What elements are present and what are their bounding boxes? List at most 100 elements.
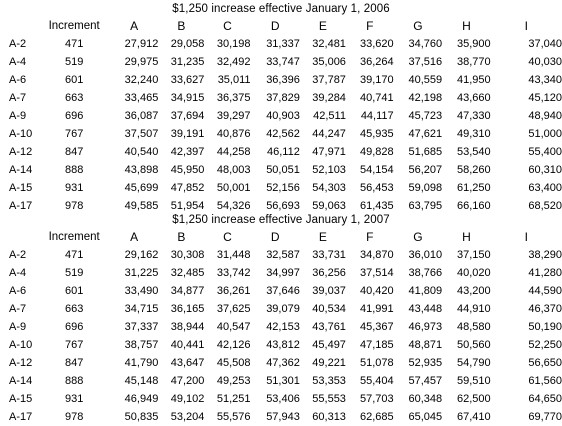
salary-value: 50,560 (457, 339, 491, 351)
salary-value: 61,560 (528, 375, 562, 387)
salary-value: 54,154 (359, 164, 394, 176)
salary-value: 48,940 (528, 110, 562, 122)
salary-value: 37,694 (170, 110, 205, 122)
salary-value: 29,975 (124, 56, 159, 68)
grade-label: A-4 (9, 56, 27, 68)
salary-value: 43,761 (312, 321, 346, 333)
table-row: A-12 847 41,790 43,647 45,508 47,362 49,221 51,… (0, 354, 562, 372)
increment-value: 978 (64, 411, 84, 423)
salary-value: 39,191 (170, 128, 205, 140)
column-header: G (413, 19, 423, 33)
column-header: D (270, 19, 280, 33)
table-row: A-2 471 27,912 29,058 30,198 31,337 32,481 33,6… (0, 35, 562, 53)
salary-value: 37,646 (266, 285, 300, 297)
salary-value: 43,812 (266, 339, 300, 351)
salary-value: 40,741 (359, 92, 394, 104)
grade-label: A-15 (9, 182, 33, 194)
salary-value: 32,492 (216, 56, 251, 68)
salary-value: 34,997 (266, 267, 300, 279)
salary-value: 43,898 (124, 164, 159, 176)
column-header: E (318, 230, 327, 244)
salary-value: 43,200 (457, 285, 491, 297)
salary-value: 45,367 (359, 321, 394, 333)
grade-label: A-17 (9, 411, 33, 423)
salary-value: 39,284 (312, 92, 346, 104)
column-header: D (270, 230, 280, 244)
salary-value: 47,330 (457, 110, 491, 122)
salary-value: 33,742 (216, 267, 251, 279)
salary-value: 57,943 (266, 411, 300, 423)
salary-value: 46,112 (267, 146, 300, 158)
salary-value: 46,973 (408, 321, 443, 333)
salary-value: 50,051 (266, 164, 300, 176)
table-row: A-7 663 34,715 36,165 37,625 39,079 40,534 41,9… (0, 300, 562, 318)
salary-value: 55,576 (216, 411, 251, 423)
column-header: B (177, 230, 186, 244)
salary-value: 37,829 (266, 92, 300, 104)
column-header: C (223, 230, 232, 244)
grade-label: A-7 (9, 92, 27, 104)
salary-value: 32,485 (170, 267, 205, 279)
salary-value: 35,011 (217, 74, 251, 86)
increment-value: 931 (64, 393, 84, 405)
salary-value: 36,264 (359, 56, 394, 68)
table-row: A-7 663 33,465 34,915 36,375 37,829 39,284 40,7… (0, 89, 562, 107)
increment-value: 519 (64, 56, 84, 68)
grade-label: A-6 (9, 74, 27, 86)
salary-value: 67,410 (457, 411, 491, 423)
grade-label: A-2 (9, 249, 27, 261)
salary-value: 46,370 (528, 303, 562, 315)
salary-value: 38,290 (528, 249, 562, 261)
salary-value: 69,770 (528, 411, 562, 423)
salary-value: 30,308 (170, 249, 205, 261)
salary-value: 35,006 (312, 56, 346, 68)
salary-value: 37,787 (312, 74, 346, 86)
salary-value: 36,375 (216, 92, 251, 104)
salary-value: 52,156 (266, 182, 300, 194)
salary-value: 50,190 (528, 321, 562, 333)
salary-value: 40,559 (408, 74, 443, 86)
salary-value: 40,420 (359, 285, 394, 297)
salary-value: 45,950 (170, 164, 205, 176)
salary-value: 51,954 (170, 200, 205, 212)
salary-value: 31,225 (124, 267, 159, 279)
grade-label: A-12 (9, 357, 33, 369)
salary-value: 46,949 (124, 393, 159, 405)
salary-value: 38,944 (170, 321, 205, 333)
salary-value: 36,087 (124, 110, 159, 122)
salary-value: 63,795 (408, 200, 443, 212)
salary-value: 34,915 (170, 92, 205, 104)
header-row: Increment A B C D E F G H I (0, 228, 562, 246)
salary-value: 40,030 (528, 56, 562, 68)
salary-value: 50,835 (124, 411, 159, 423)
column-header: H (462, 19, 471, 33)
salary-value: 33,620 (359, 38, 394, 50)
salary-grid: Increment A B C D E F G H I A-2 471 27,912… (0, 17, 562, 215)
salary-value: 41,280 (528, 267, 562, 279)
salary-value: 56,693 (266, 200, 300, 212)
grade-label: A-7 (9, 303, 27, 315)
salary-value: 43,660 (457, 92, 491, 104)
salary-value: 44,247 (312, 128, 346, 140)
increment-value: 847 (64, 146, 84, 158)
salary-value: 40,903 (266, 110, 300, 122)
salary-value: 38,770 (457, 56, 491, 68)
salary-value: 36,396 (266, 74, 300, 86)
grade-label: A-4 (9, 267, 27, 279)
table-row: A-4 519 29,975 31,235 32,492 33,747 35,006 36,2… (0, 53, 562, 71)
salary-value: 60,348 (408, 393, 443, 405)
salary-value: 41,991 (359, 303, 394, 315)
table-row: A-9 696 36,087 37,694 39,297 40,903 42,511 44,1… (0, 107, 562, 125)
salary-value: 37,150 (457, 249, 491, 261)
salary-value: 49,585 (124, 200, 159, 212)
salary-value: 58,260 (457, 164, 491, 176)
salary-value: 43,448 (408, 303, 443, 315)
salary-value: 55,404 (359, 375, 394, 387)
salary-value: 37,516 (408, 56, 443, 68)
salary-value: 33,731 (312, 249, 346, 261)
salary-value: 47,621 (408, 128, 443, 140)
salary-value: 56,650 (528, 357, 562, 369)
row-label-header (0, 17, 39, 35)
salary-value: 59,063 (312, 200, 346, 212)
salary-value: 47,852 (170, 182, 205, 194)
